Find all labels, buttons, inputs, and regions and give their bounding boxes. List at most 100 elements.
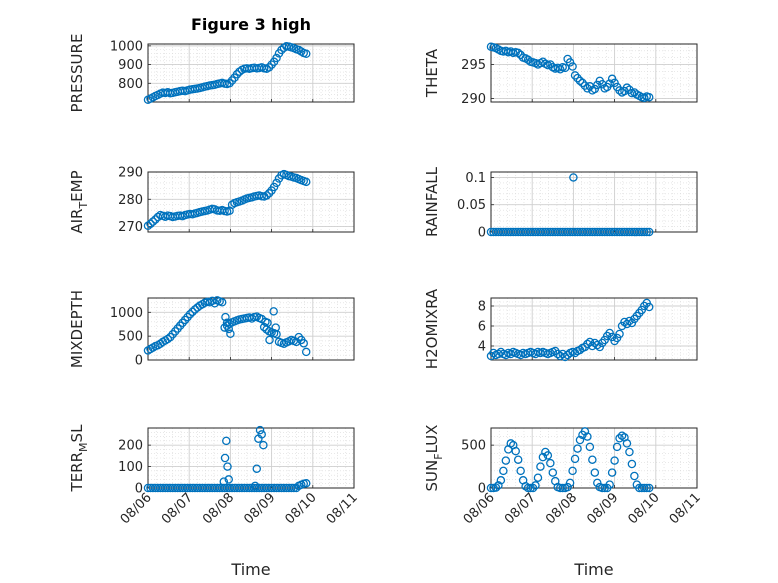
axes-box: [147, 297, 355, 361]
y-tick-label: 0.05: [457, 198, 486, 213]
data-point: [219, 477, 229, 486]
data-point: [523, 55, 533, 64]
y-axis-label-rest: EMP: [68, 170, 86, 201]
data-point: [575, 76, 585, 86]
data-point: [568, 62, 577, 71]
y-tick-label: 900: [118, 58, 143, 73]
figure-title: Figure 3 high: [191, 15, 311, 34]
data-point: [575, 435, 585, 445]
data-point: [501, 456, 511, 465]
data-point: [287, 483, 296, 493]
data-point: [513, 455, 523, 464]
data-point: [250, 481, 260, 491]
y-tick-label: 8: [478, 300, 486, 315]
data-point: [644, 227, 654, 237]
data-point: [625, 316, 634, 326]
data-point: [640, 227, 649, 237]
y-axis-label-main: PRESSURE: [68, 34, 86, 113]
y-tick-label: 1000: [110, 306, 143, 321]
data-point: [151, 215, 160, 224]
data-point: [573, 73, 582, 83]
data-point: [499, 466, 508, 476]
y-axis-label-main: H2OMIXRA: [423, 288, 441, 369]
data-point: [486, 483, 496, 493]
y-tick-label: 500: [118, 330, 143, 345]
data-point: [644, 302, 654, 312]
subplot-3: 270 280 290 AIRTEMP: [68, 166, 355, 235]
data-point: [516, 350, 525, 360]
data-point: [224, 475, 234, 484]
data-point: [301, 49, 311, 58]
data-point: [580, 427, 590, 436]
y-axis-label: TERRMSL: [68, 424, 90, 493]
data-point: [148, 217, 158, 226]
data-point: [622, 83, 632, 92]
data-point: [605, 79, 614, 88]
data-point: [597, 483, 607, 493]
data-point: [146, 219, 155, 229]
y-tick-label: 0: [135, 482, 143, 497]
data-point: [301, 479, 311, 488]
data-point: [627, 459, 637, 469]
data-point: [578, 78, 587, 88]
axes-background: [148, 172, 354, 232]
data-point: [265, 335, 274, 345]
y-tick-label: 280: [118, 193, 143, 208]
y-axis-label: H2OMIXRA: [423, 288, 441, 369]
data-point: [546, 458, 555, 468]
data-point: [644, 483, 654, 493]
data-point: [585, 442, 595, 452]
data-point: [580, 81, 590, 90]
data-point: [506, 439, 516, 448]
data-point: [263, 318, 272, 328]
y-tick-label: 200: [118, 439, 143, 454]
axes-box: [490, 297, 698, 361]
data-point: [531, 481, 540, 490]
data-point: [264, 63, 274, 72]
data-point: [221, 312, 230, 322]
data-point: [220, 453, 230, 463]
data-point: [605, 480, 614, 489]
y-axis-label-main: THETA: [423, 48, 441, 98]
data-point: [538, 452, 548, 462]
y-tick-label: 290: [118, 166, 143, 181]
y-axis-label-main: MIXDEPTH: [68, 290, 86, 368]
data-point: [511, 446, 520, 456]
data-point: [494, 481, 503, 490]
data-point: [555, 64, 565, 74]
data-point: [491, 483, 501, 492]
data-point: [185, 309, 195, 319]
data-point: [583, 432, 592, 441]
data-point: [289, 483, 299, 493]
y-axis-label-main: AIR: [68, 209, 86, 234]
data-point: [272, 53, 281, 63]
data-point: [642, 227, 651, 237]
y-tick-label: 1000: [110, 39, 143, 54]
data-point: [588, 455, 597, 464]
y-axis-label-rest: LUX: [423, 425, 441, 454]
data-point: [222, 318, 232, 328]
data-point: [516, 466, 525, 476]
data-point: [217, 298, 227, 307]
data-point: [607, 468, 617, 477]
data-point: [553, 349, 562, 359]
y-axis-label: SUNFLUX: [423, 425, 445, 492]
data-point: [222, 436, 231, 446]
data-point: [630, 471, 639, 481]
data-point: [227, 76, 237, 85]
y-tick-label: 295: [461, 58, 486, 73]
subplot-1: 800 900 1000 PRESSURE: [68, 34, 355, 113]
data-point: [546, 60, 555, 69]
data-point: [548, 468, 558, 477]
data-point: [593, 478, 602, 488]
y-axis-label-rest: SL: [68, 424, 86, 443]
data-point: [257, 430, 266, 439]
data-point: [569, 173, 578, 182]
data-point: [259, 440, 268, 450]
data-point: [143, 221, 153, 230]
data-point: [224, 324, 234, 334]
data-point: [644, 92, 654, 102]
data-point: [223, 462, 232, 471]
